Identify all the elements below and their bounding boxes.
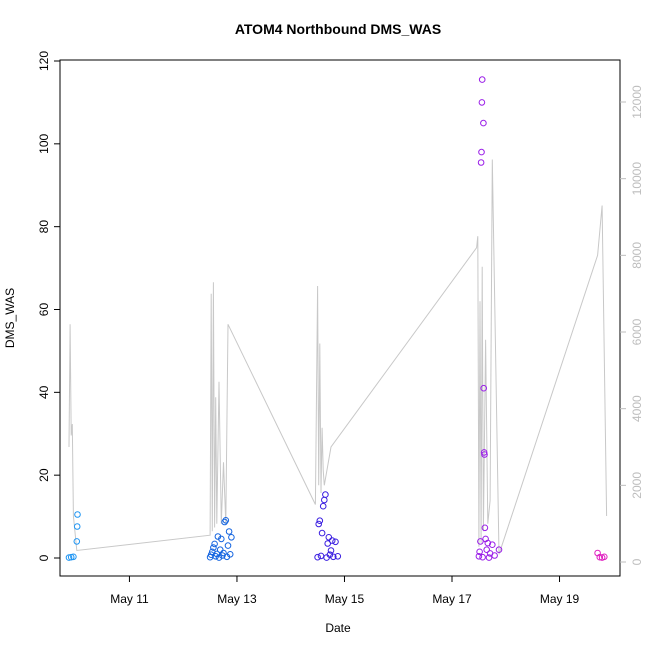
data-point-3: [489, 541, 496, 549]
data-point-3: [483, 546, 491, 554]
data-point-1: [210, 544, 217, 551]
data-point-2: [328, 537, 336, 544]
data-point-2: [327, 547, 335, 554]
data-point-3: [476, 548, 483, 556]
y2-tick-label: 10000: [630, 162, 644, 196]
data-point-2: [324, 540, 332, 547]
data-point-3: [480, 384, 488, 392]
x-tick-label: May 11: [110, 592, 149, 606]
y2-tick-label: 8000: [630, 242, 644, 269]
data-point-1: [215, 554, 223, 561]
x-axis: May 11 May 13 May 15 May 17 May 19: [110, 575, 580, 606]
data-point-1: [218, 535, 225, 543]
data-point-1: [226, 551, 234, 558]
y-tick-label: 120: [37, 51, 51, 71]
data-point-3: [478, 99, 486, 106]
data-point-1: [220, 549, 227, 557]
y2-tick-label: 4000: [630, 395, 644, 422]
data-point-2: [332, 538, 339, 546]
data-point-2: [326, 551, 334, 559]
x-tick-label: May 15: [325, 592, 365, 606]
data-point-3: [491, 552, 498, 559]
y-tick-label: 80: [37, 220, 51, 234]
x-axis-label: Date: [325, 621, 351, 635]
y-tick-label: 0: [37, 554, 51, 561]
data-point-3: [479, 553, 486, 561]
data-point-3: [475, 553, 483, 560]
data-point-1: [228, 534, 235, 541]
data-point-2: [321, 496, 328, 504]
data-point-2: [315, 520, 323, 528]
chart-title: ATOM4 Northbound DMS_WAS: [235, 21, 441, 37]
data-point-0: [70, 553, 77, 561]
data-point-2: [316, 517, 324, 525]
data-point-4: [601, 553, 608, 561]
x-tick-label: May 19: [540, 592, 580, 606]
y-tick-label: 20: [37, 468, 51, 482]
y-axis-label: DMS_WAS: [3, 288, 17, 348]
data-point-3: [477, 159, 485, 166]
data-point-1: [222, 517, 230, 524]
data-point-3: [495, 546, 503, 554]
data-point-0: [73, 523, 81, 530]
y-tick-label: 60: [37, 303, 51, 317]
data-point-2: [319, 502, 327, 510]
x-tick-label: May 13: [217, 592, 257, 606]
data-point-3: [481, 524, 489, 532]
y2-tick-label: 6000: [630, 318, 644, 345]
data-point-2: [334, 553, 342, 560]
y2-tick-label: 0: [630, 558, 644, 565]
plot-frame: [59, 59, 621, 577]
x-tick-label: May 17: [432, 592, 472, 606]
y-axis: 0 20 40 60 80 100 120: [37, 51, 60, 561]
data-point-2: [317, 552, 325, 560]
data-point-2: [318, 529, 326, 537]
data-point-1: [224, 542, 232, 549]
secondary-line: [68, 159, 608, 555]
data-point-2: [322, 491, 329, 498]
data-point-2: [330, 553, 337, 561]
data-point-3: [478, 76, 486, 83]
data-point-2: [325, 534, 333, 541]
data-point-4: [596, 553, 604, 561]
data-point-2: [314, 553, 321, 561]
data-point-1: [216, 546, 224, 554]
y-tick-label: 100: [37, 134, 51, 154]
data-points: [65, 76, 608, 561]
data-point-1: [211, 540, 218, 548]
y2-tick-label: 12000: [630, 85, 644, 119]
data-point-0: [73, 538, 81, 545]
secondary-line-path: [68, 159, 608, 555]
data-point-3: [484, 539, 492, 547]
data-point-1: [221, 518, 228, 526]
data-point-3: [481, 451, 488, 458]
data-point-3: [478, 148, 485, 156]
data-point-0: [74, 511, 81, 518]
data-point-3: [477, 538, 484, 545]
y-tick-label: 40: [37, 385, 51, 399]
y2-tick-label: 2000: [630, 472, 644, 499]
data-point-3: [480, 119, 487, 127]
data-point-3: [485, 554, 493, 561]
data-point-1: [225, 528, 233, 535]
y-axis-right: 0 2000 4000 6000 8000 10000 12000: [620, 85, 644, 565]
